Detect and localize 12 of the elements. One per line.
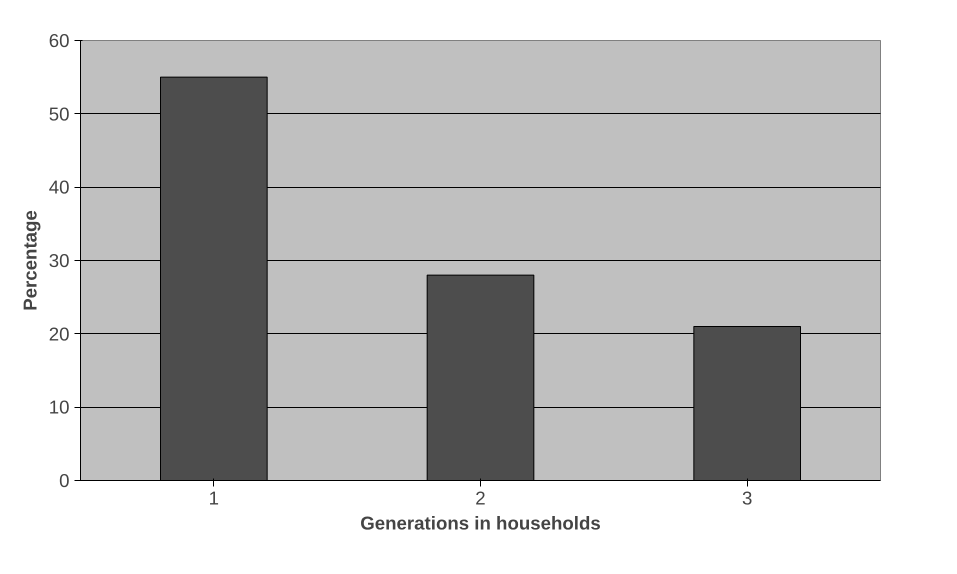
y-tick-label: 0 <box>59 470 70 491</box>
y-tick-label: 50 <box>48 103 70 124</box>
x-tick-label: 2 <box>475 488 486 508</box>
y-tick-label: 40 <box>48 176 70 198</box>
y-tick-label: 20 <box>48 323 70 344</box>
y-tick-label: 10 <box>48 396 70 418</box>
y-axis-title: Percentage <box>20 210 41 311</box>
y-tick-label: 30 <box>48 250 70 271</box>
x-tick-label: 1 <box>208 488 220 508</box>
x-tick-label: 3 <box>742 488 752 508</box>
x-axis-title: Generations in households <box>360 512 601 534</box>
y-tick-label: 60 <box>48 30 70 51</box>
